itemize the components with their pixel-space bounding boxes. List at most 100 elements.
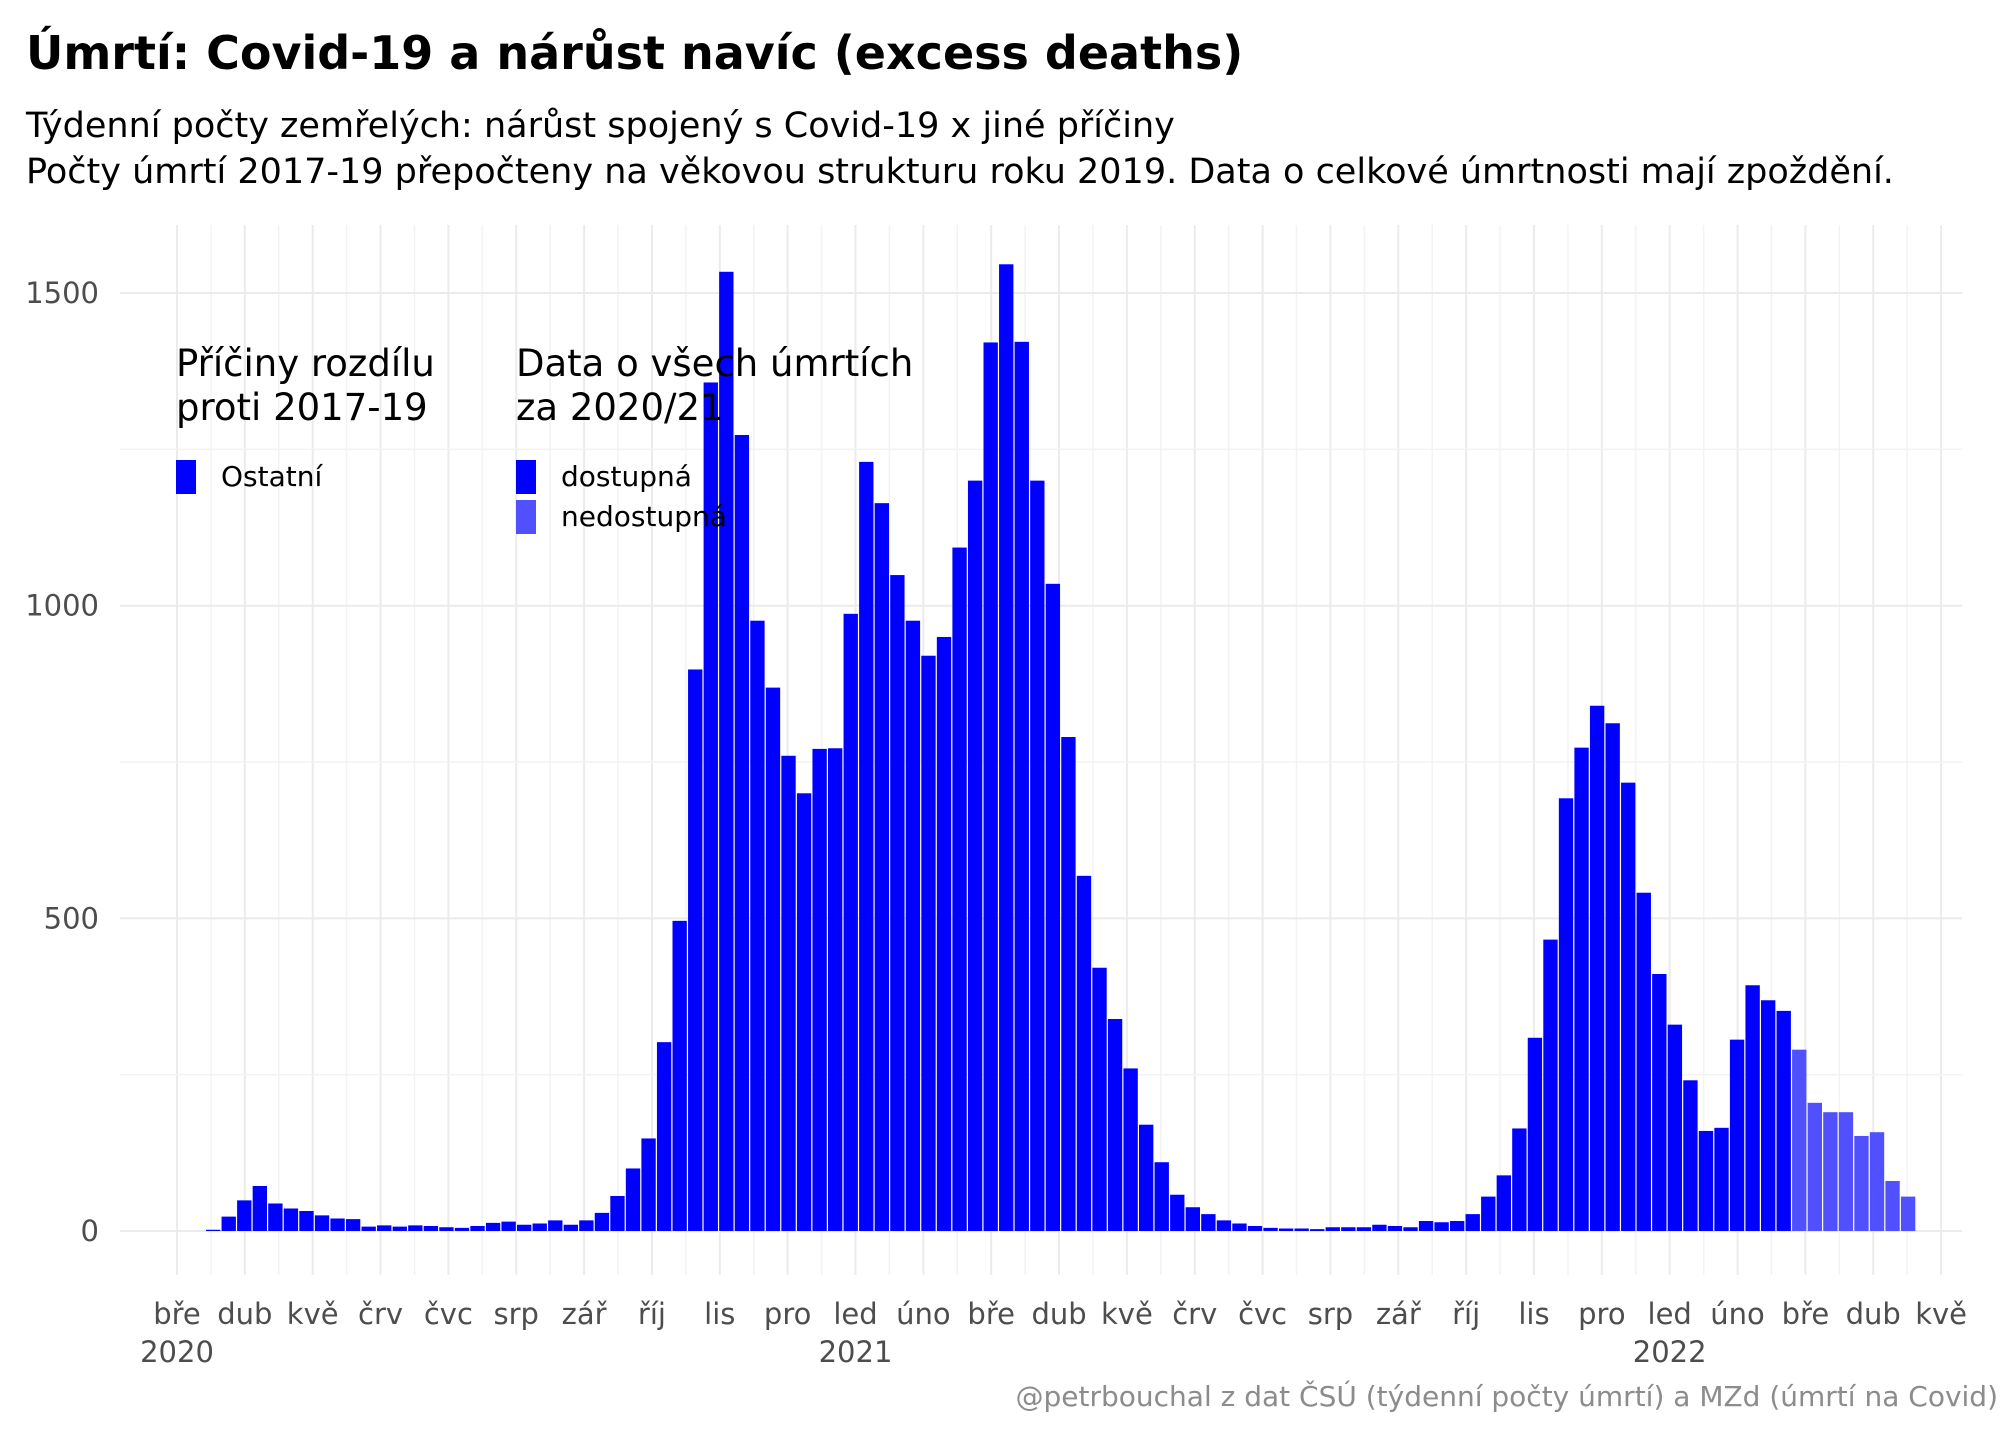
bar xyxy=(1185,1207,1200,1231)
bar xyxy=(1838,1112,1854,1231)
x-tick-label: srp xyxy=(494,1297,539,1331)
x-tick-label: pro xyxy=(764,1297,811,1331)
bar xyxy=(1294,1228,1309,1231)
bar xyxy=(517,1224,532,1231)
bar xyxy=(314,1215,330,1231)
bar xyxy=(1636,892,1651,1231)
bar xyxy=(1310,1229,1325,1231)
bar xyxy=(703,382,718,1231)
bar xyxy=(1512,1128,1527,1231)
bar xyxy=(206,1229,221,1231)
bar xyxy=(237,1200,252,1231)
bar xyxy=(361,1226,376,1231)
bar xyxy=(1869,1132,1885,1231)
bar xyxy=(1698,1130,1714,1231)
bar xyxy=(1341,1227,1356,1231)
legend-label-ostatni: Ostatní xyxy=(221,460,323,493)
x-tick-label: kvě xyxy=(1915,1297,1967,1331)
bar xyxy=(843,613,858,1231)
x-tick-label: črv xyxy=(358,1297,403,1331)
bar xyxy=(454,1227,470,1231)
bar xyxy=(563,1224,578,1231)
bar xyxy=(734,434,750,1231)
y-tick-label: 1500 xyxy=(25,276,99,310)
x-tick-label: říj xyxy=(638,1297,666,1331)
x-tick-label: čvc xyxy=(424,1297,473,1331)
bar xyxy=(610,1195,625,1231)
bar xyxy=(532,1223,547,1231)
bar xyxy=(408,1225,423,1231)
x-tick-label: lis xyxy=(1518,1297,1549,1331)
x-tick-label: bře xyxy=(1782,1297,1830,1331)
bar xyxy=(1076,875,1092,1231)
bar xyxy=(1403,1227,1418,1231)
bar xyxy=(765,687,781,1231)
bar xyxy=(796,793,812,1231)
bar xyxy=(1543,939,1558,1231)
bar xyxy=(1807,1102,1822,1231)
bar xyxy=(1729,1039,1745,1231)
x-tick-label: úno xyxy=(1710,1297,1765,1331)
x-tick-label: zář xyxy=(1376,1297,1422,1331)
bar xyxy=(1667,1024,1683,1231)
bar xyxy=(579,1220,594,1231)
bar xyxy=(1434,1222,1449,1231)
bar xyxy=(859,461,874,1232)
bar xyxy=(1278,1228,1294,1231)
bar xyxy=(501,1221,516,1231)
x-tick-label: říj xyxy=(1452,1297,1480,1331)
bar xyxy=(221,1216,236,1231)
bar xyxy=(1465,1214,1480,1231)
bar xyxy=(936,636,952,1231)
bar xyxy=(1325,1227,1340,1231)
bar xyxy=(594,1212,610,1231)
bar xyxy=(812,748,827,1231)
chart-subtitle-line-1: Týdenní počty zemřelých: nárůst spojený … xyxy=(26,106,1175,146)
bar xyxy=(423,1225,439,1231)
bar xyxy=(1745,985,1760,1231)
x-tick-label: dub xyxy=(217,1297,272,1331)
bar xyxy=(672,920,687,1231)
x-tick-label: črv xyxy=(1172,1297,1217,1331)
bar xyxy=(1558,798,1574,1231)
bar xyxy=(283,1208,299,1231)
x-tick-label: čvc xyxy=(1238,1297,1287,1331)
bar xyxy=(1589,705,1605,1231)
bar xyxy=(1823,1112,1838,1231)
bar xyxy=(1154,1162,1169,1231)
bar xyxy=(828,748,843,1231)
x-tick-label: srp xyxy=(1308,1297,1353,1331)
bar xyxy=(656,1042,672,1231)
bar xyxy=(485,1222,501,1231)
bar xyxy=(1761,1000,1776,1231)
bar xyxy=(1481,1196,1496,1231)
bar xyxy=(1652,974,1667,1231)
bar xyxy=(377,1225,392,1231)
bar xyxy=(1030,480,1045,1231)
bar xyxy=(1123,1068,1138,1231)
bar xyxy=(1792,1049,1807,1231)
bar xyxy=(1714,1127,1729,1231)
bar xyxy=(1372,1224,1387,1231)
chart-subtitle-line-2: Počty úmrtí 2017-19 přepočteny na věkovo… xyxy=(26,152,1894,192)
bar xyxy=(1885,1180,1900,1231)
bar xyxy=(1139,1124,1154,1231)
bar xyxy=(252,1185,267,1231)
bar xyxy=(1387,1225,1403,1231)
x-tick-label: úno xyxy=(896,1297,951,1331)
bar xyxy=(1232,1223,1247,1231)
bar xyxy=(750,620,765,1231)
bar xyxy=(1621,782,1636,1231)
chart-title: Úmrtí: Covid-19 a nárůst navíc (excess d… xyxy=(26,26,1244,80)
bar xyxy=(1418,1220,1434,1231)
x-tick-label: led xyxy=(833,1297,877,1331)
bar xyxy=(625,1168,641,1231)
x-tick-label: pro xyxy=(1578,1297,1625,1331)
legend-label-dostupna: dostupná xyxy=(561,460,692,493)
x-tick-label: dub xyxy=(1846,1297,1901,1331)
bar xyxy=(905,620,921,1231)
bar xyxy=(1216,1220,1232,1231)
legend-causes-title: Příčiny rozdílu proti 2017-19 xyxy=(176,342,435,429)
